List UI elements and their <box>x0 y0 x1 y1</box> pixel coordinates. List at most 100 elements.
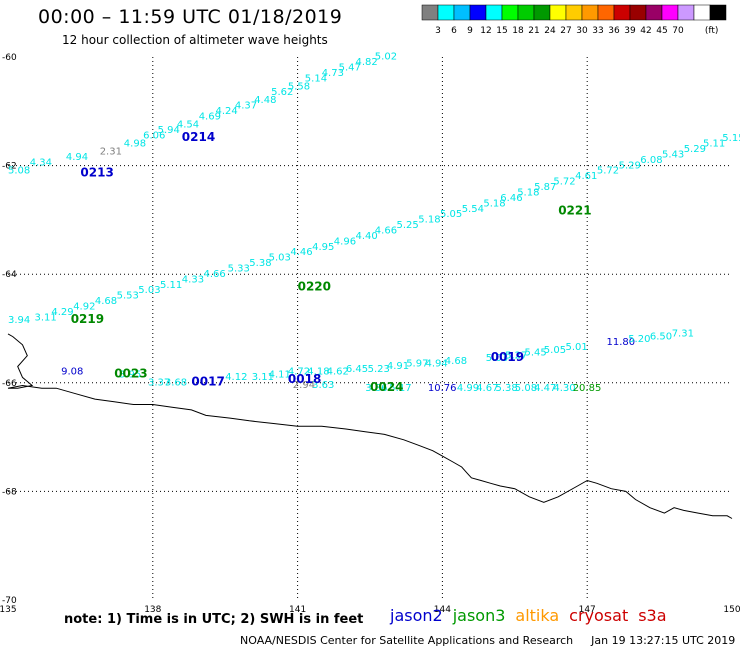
wave-height-value: 4.48 <box>254 95 276 106</box>
wave-height-value: 5.94 <box>158 125 180 136</box>
wave-height-value: 5.08 <box>515 383 537 394</box>
wave-height-value: 5.02 <box>375 52 397 63</box>
wave-height-value: 4.46 <box>290 247 312 258</box>
wave-height-value: 4.94 <box>426 359 448 370</box>
satellite-altika: altika <box>515 606 560 625</box>
wave-height-value: 3.11 <box>35 312 57 323</box>
wave-height-value: 5.54 <box>462 204 484 215</box>
wave-height-value: 5.05 <box>440 209 462 220</box>
wave-height-value: 3.63 <box>312 380 334 391</box>
x-tick-label: 147 <box>579 605 596 615</box>
wave-height-value: 5.29 <box>619 160 641 171</box>
wave-height-value: 5.03 <box>138 285 160 296</box>
wave-height-value: 5.27 <box>505 350 527 361</box>
legend-label: 39 <box>624 26 636 36</box>
wave-height-value: 5.03 <box>269 253 291 264</box>
y-tick-label: -66 <box>2 379 17 389</box>
wave-height-value: 6.50 <box>650 331 672 342</box>
pass-id-label: 0017 <box>191 375 224 389</box>
wave-height-value: 5.11 <box>703 139 725 150</box>
wave-height-value: 4.47 <box>534 383 556 394</box>
wave-height-value: 5.53 <box>117 291 139 302</box>
wave-height-value: 4.12 <box>225 372 247 383</box>
wave-height-value: 4.34 <box>30 158 52 169</box>
legend-label: 70 <box>672 26 684 36</box>
legend-label: 33 <box>592 26 603 36</box>
wave-height-value: 9.08 <box>61 367 83 378</box>
wave-height-value: 6.06 <box>143 130 165 141</box>
footer-note: note: 1) Time is in UTC; 2) SWH is in fe… <box>64 612 364 627</box>
wave-height-value: 3.68 <box>165 378 187 389</box>
wave-height-value: 5.33 <box>228 264 250 275</box>
wave-height-value: 5.14 <box>305 73 327 84</box>
wave-height-value: 5.43 <box>662 150 684 161</box>
wave-height-value: 4.37 <box>235 101 257 112</box>
satellite-legend: jason2 jason3 altika cryosat s3a <box>390 606 677 625</box>
wave-height-value: 6.45 <box>346 364 368 375</box>
legend-label: 30 <box>576 26 588 36</box>
generated-timestamp: Jan 19 13:27:15 UTC 2019 <box>591 634 736 647</box>
wave-height-value: 5.38 <box>249 258 271 269</box>
legend-label: 18 <box>512 26 524 36</box>
wave-height-value: 4.69 <box>199 111 221 122</box>
wave-height-value: 5.20 <box>628 334 650 345</box>
legend-label: 15 <box>496 26 507 36</box>
wave-height-value: 4.29 <box>51 307 73 318</box>
coastline <box>7 333 733 519</box>
wave-height-value: 5.25 <box>397 220 419 231</box>
wave-height-value: 2.94 <box>293 380 315 391</box>
wave-height-value: 3.86 <box>365 383 387 394</box>
color-legend: 3 6 9 12 15 18 21 24 27 30 33 36 39 42 45 70 (ft) <box>421 4 727 36</box>
wave-height-value: 5.29 <box>684 144 706 155</box>
wave-height-value: 2.31 <box>100 147 122 158</box>
wave-height-value: 4.95 <box>312 242 334 253</box>
y-tick-label: -60 <box>2 53 17 63</box>
wave-height-value: 10.76 <box>428 383 457 394</box>
wave-height-value: 4.82 <box>356 57 378 68</box>
wave-height-value: 7.31 <box>672 329 694 340</box>
wave-height-value: 5.18 <box>483 198 505 209</box>
legend-swatch <box>709 4 727 21</box>
pass-id-label: 0219 <box>71 312 104 326</box>
wave-height-value: 4.68 <box>445 356 467 367</box>
wave-height-value: 4.24 <box>216 106 238 117</box>
pass-id-label: 0024 <box>370 380 403 394</box>
wave-height-value: 4.40 <box>356 231 378 242</box>
wave-height-value: 4.98 <box>124 139 146 150</box>
pass-id-label: 0221 <box>558 204 591 218</box>
wave-height-value: 3.95 <box>119 369 141 380</box>
wave-height-value: 4.66 <box>204 269 226 280</box>
legend-label: 6 <box>451 26 457 36</box>
legend-label: 45 <box>656 26 667 36</box>
x-tick-label: 138 <box>144 605 161 615</box>
wave-height-value: 4.18 <box>307 367 329 378</box>
credit-text: NOAA/NESDIS Center for Satellite Applica… <box>240 634 574 647</box>
wave-height-value: 3.11 <box>252 372 274 383</box>
pass-id-label: 0220 <box>298 280 331 294</box>
pass-id-label: 0214 <box>182 130 215 144</box>
wave-height-value: 20.85 <box>573 383 602 394</box>
wave-height-value: 5.01 <box>566 342 588 353</box>
legend-label: 24 <box>544 26 556 36</box>
wave-height-value: 4.11 <box>269 369 291 380</box>
wave-height-value: 5.15 <box>722 133 740 144</box>
pass-id-label: 0023 <box>114 366 147 380</box>
legend-label: 36 <box>608 26 620 36</box>
satellite-cryosat: cryosat <box>569 606 629 625</box>
wave-height-value: 6.46 <box>500 193 522 204</box>
legend-label: 21 <box>528 26 539 36</box>
wave-height-value: 4.30 <box>553 383 575 394</box>
pass-id-label: 0018 <box>288 372 321 386</box>
wave-height-value: 4.68 <box>95 296 117 307</box>
wave-height-value: 4.91 <box>387 361 409 372</box>
legend-label: 9 <box>467 26 473 36</box>
satellite-jason3: jason3 <box>452 606 506 625</box>
wave-height-value: 5.03 <box>486 353 508 364</box>
satellite-jason2: jason2 <box>390 606 443 625</box>
wave-height-value: 4.54 <box>177 120 199 131</box>
wave-height-value: 5.18 <box>517 188 539 199</box>
wave-height-value: 3.37 <box>148 378 170 389</box>
wave-height-value: 5.72 <box>553 177 575 188</box>
wave-height-value: 4.66 <box>375 226 397 237</box>
wave-height-value: 4.94 <box>66 152 88 163</box>
